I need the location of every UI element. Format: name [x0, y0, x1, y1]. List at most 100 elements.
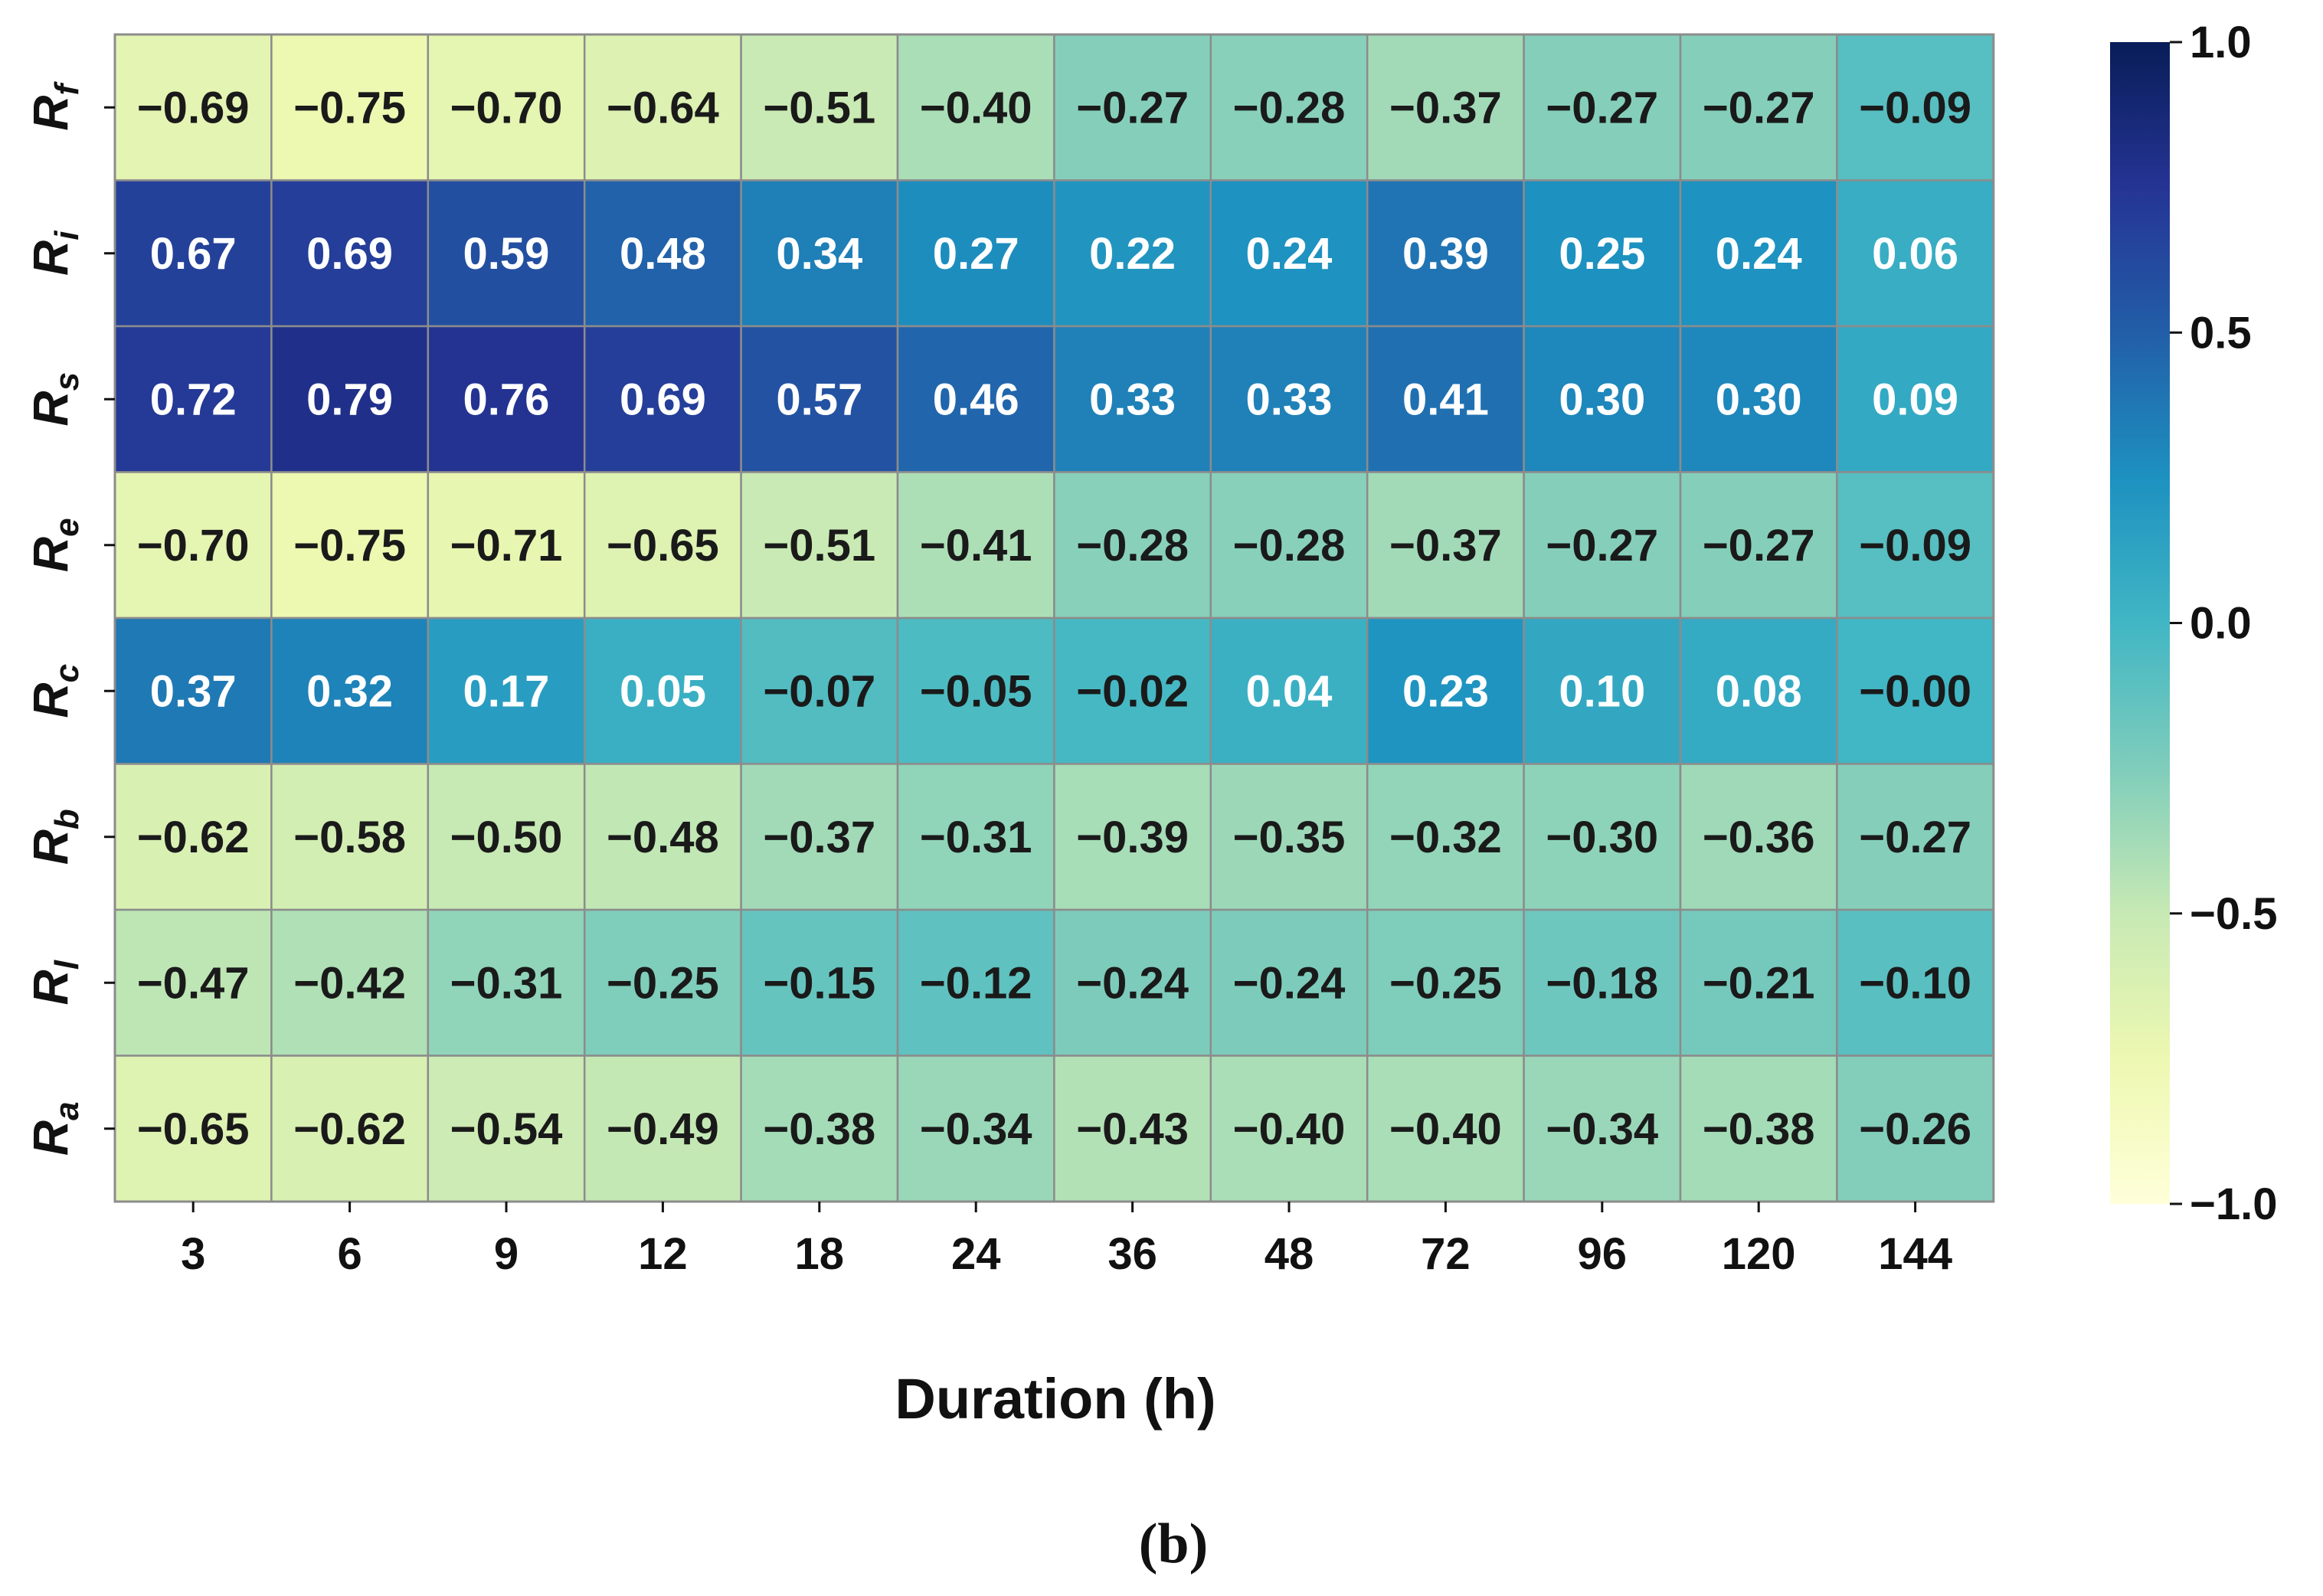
heatmap-cell	[740, 33, 899, 182]
cell-value-label: 0.10	[1559, 666, 1645, 716]
heatmap-cell	[113, 908, 273, 1057]
cell-value-label: 0.48	[620, 229, 706, 279]
cell-value-label: −0.38	[1703, 1104, 1815, 1154]
figure-caption: (b)	[1139, 1513, 1208, 1575]
y-tick-label: Ra	[23, 1101, 86, 1156]
cell-value-label: −0.58	[293, 813, 406, 862]
heatmap-cell	[740, 325, 899, 473]
cell-value-label: 0.57	[776, 374, 862, 424]
y-tick-label: Rs	[23, 372, 86, 427]
cell-value-label: −0.69	[137, 83, 250, 132]
heatmap-cell	[1523, 179, 1682, 328]
heatmap-cell	[427, 908, 586, 1057]
heatmap-cell	[583, 908, 742, 1057]
heatmap-cell	[1836, 908, 1995, 1057]
cell-value-label: −0.30	[1546, 813, 1658, 862]
heatmap-cell	[113, 325, 273, 473]
cell-value-label: 0.46	[933, 374, 1019, 424]
cell-value-label: −0.75	[293, 521, 406, 571]
heatmap-cell	[1209, 763, 1369, 911]
cell-value-label: −0.41	[920, 521, 1032, 571]
cell-value-label: −0.09	[1859, 83, 1971, 132]
heatmap-cell	[740, 1055, 899, 1203]
cell-value-label: 0.24	[1246, 229, 1333, 279]
cell-value-label: −0.65	[137, 1104, 250, 1154]
cell-value-label: −0.25	[607, 958, 719, 1008]
heatmap-cell	[427, 616, 586, 765]
cell-value-label: −0.27	[1703, 83, 1815, 132]
heatmap-cell	[896, 763, 1055, 911]
cell-value-label: −0.42	[293, 958, 406, 1008]
heatmap-cell	[1366, 179, 1525, 328]
heatmap-cell	[113, 179, 273, 328]
cell-value-label: −0.49	[607, 1104, 719, 1154]
heatmap-cells: −0.69 −0.75 −0.70 −0.64 −0.51 −0.40 −0.27 −0.28…	[113, 33, 1995, 1203]
cell-value-label: −0.21	[1703, 958, 1815, 1008]
cell-value-label: 0.32	[306, 666, 393, 716]
y-tick-label: Re	[23, 518, 86, 572]
heatmap-cell	[740, 616, 899, 765]
heatmap-cell	[583, 33, 742, 182]
heatmap-cell	[270, 33, 430, 182]
x-tick-label: 3	[181, 1229, 205, 1279]
y-tick-label-subscript: c	[48, 664, 86, 682]
x-axis: 3 6 9 12 18 24 36 48 72 96 120 144	[181, 1202, 1952, 1279]
cell-value-label: −0.62	[293, 1104, 406, 1154]
cell-value-label: −0.27	[1546, 521, 1658, 571]
cell-value-label: −0.37	[1389, 521, 1502, 571]
y-tick-label-subscript: f	[48, 80, 86, 95]
colorbar-tick-label: 1.0	[2190, 18, 2252, 67]
colorbar-tick-label: 0.5	[2190, 308, 2252, 358]
cell-value-label: −0.32	[1389, 813, 1502, 862]
cell-value-label: 0.34	[776, 229, 862, 279]
y-tick-label-subscript: e	[48, 518, 86, 536]
cell-value-label: 0.25	[1559, 229, 1645, 279]
x-tick-label: 9	[494, 1229, 519, 1279]
cell-value-label: −0.27	[1703, 521, 1815, 571]
y-tick-label-main: R	[23, 391, 78, 426]
heatmap-cell	[1366, 763, 1525, 911]
cell-value-label: −0.39	[1076, 813, 1189, 862]
cell-value-label: −0.00	[1859, 666, 1971, 716]
x-tick-label: 48	[1265, 1229, 1314, 1279]
cell-value-label: −0.28	[1076, 521, 1189, 571]
heatmap-cell	[113, 471, 273, 620]
y-tick-label-main: R	[23, 682, 78, 718]
colorbar-tick-label: 0.0	[2190, 599, 2252, 649]
x-tick-label: 12	[638, 1229, 688, 1279]
y-tick-label-subscript: b	[48, 809, 86, 829]
y-tick-label-main: R	[23, 970, 78, 1005]
cell-value-label: −0.34	[920, 1104, 1032, 1154]
heatmap-cell	[896, 33, 1055, 182]
heatmap-cell	[583, 1055, 742, 1203]
y-tick-label-main: R	[23, 537, 78, 572]
heatmap-cell	[1679, 908, 1838, 1057]
heatmap-cell	[1053, 179, 1212, 328]
x-tick-label: 36	[1108, 1229, 1157, 1279]
cell-value-label: 0.59	[463, 229, 550, 279]
colorbar-tick-label: −1.0	[2190, 1179, 2278, 1229]
x-tick-label: 96	[1578, 1229, 1628, 1279]
cell-value-label: 0.39	[1402, 229, 1489, 279]
y-tick-label: Rb	[23, 809, 86, 865]
heatmap-cell	[740, 908, 899, 1057]
cell-value-label: −0.10	[1859, 958, 1971, 1008]
heatmap-cell	[1679, 1055, 1838, 1203]
heatmap-cell	[1836, 325, 1995, 473]
heatmap-cell	[1053, 1055, 1212, 1203]
cell-value-label: −0.26	[1859, 1104, 1971, 1154]
cell-value-label: 0.67	[150, 229, 237, 279]
colorbar: 1.0 0.5 0.0 −0.5 −1.0	[2110, 18, 2278, 1229]
cell-value-label: −0.02	[1076, 666, 1189, 716]
heatmap-cell	[740, 179, 899, 328]
cell-value-label: 0.23	[1402, 666, 1489, 716]
cell-value-label: −0.64	[607, 83, 719, 132]
y-tick-label: Rl	[23, 960, 86, 1005]
cell-value-label: −0.51	[763, 83, 875, 132]
cell-value-label: −0.28	[1233, 521, 1346, 571]
heatmap-cell	[1366, 908, 1525, 1057]
x-tick-label: 120	[1722, 1229, 1796, 1279]
heatmap-cell	[113, 616, 273, 765]
y-tick-label-subscript: i	[48, 231, 86, 240]
